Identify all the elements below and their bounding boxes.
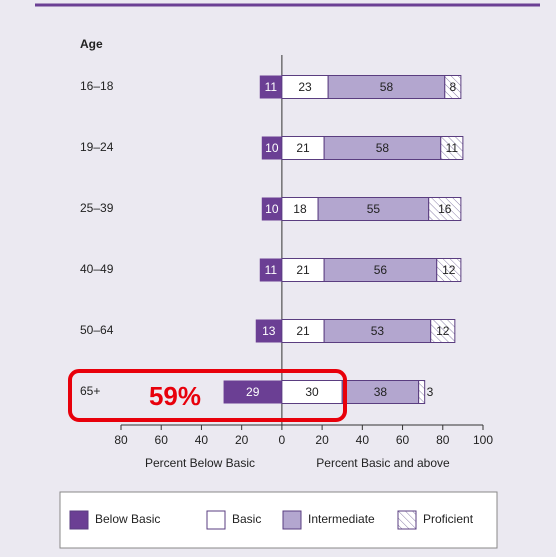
bar-segment	[255, 319, 282, 343]
legend-label: Basic	[232, 512, 261, 526]
legend-swatch	[69, 510, 89, 530]
x-tick-label: 60	[155, 433, 169, 447]
y-tick-label: 50–64	[80, 323, 114, 337]
legend-box	[59, 491, 498, 549]
x-axis-label: Percent Below Basic	[145, 456, 255, 470]
x-tick-label: 0	[279, 433, 286, 447]
x-tick-label: 80	[114, 433, 128, 447]
data-label: 13	[262, 324, 276, 338]
data-label: 3	[427, 385, 434, 399]
legend-swatch	[397, 510, 417, 530]
data-label: 10	[265, 141, 279, 155]
x-tick-label: 20	[235, 433, 249, 447]
highlight-box	[68, 369, 347, 422]
x-tick-label: 20	[315, 433, 329, 447]
data-label: 10	[265, 202, 279, 216]
bar-segment	[259, 258, 282, 282]
data-label: 12	[442, 263, 456, 277]
legend-label: Intermediate	[308, 512, 375, 526]
data-label: 21	[296, 263, 310, 277]
data-label: 58	[376, 141, 390, 155]
data-label: 21	[296, 324, 310, 338]
data-label: 21	[296, 141, 310, 155]
data-label: 56	[374, 263, 388, 277]
x-tick-label: 40	[356, 433, 370, 447]
legend-swatch	[282, 510, 302, 530]
x-tick-label: 100	[473, 433, 493, 447]
y-axis-label: Age	[80, 37, 103, 51]
x-axis-label: Percent Basic and above	[316, 456, 450, 470]
bar-segment	[259, 75, 282, 99]
data-label: 18	[293, 202, 307, 216]
bar-segment	[444, 75, 462, 99]
data-label: 29	[246, 385, 260, 399]
legend-label: Below Basic	[95, 512, 160, 526]
x-tick-label: 40	[195, 433, 209, 447]
y-tick-label: 40–49	[80, 262, 114, 276]
bar-segment	[261, 197, 282, 221]
data-label: 16	[438, 202, 452, 216]
y-tick-label: 19–24	[80, 140, 114, 154]
x-tick-label: 80	[436, 433, 450, 447]
y-tick-label: 25–39	[80, 201, 114, 215]
legend-swatch	[206, 510, 226, 530]
data-label: 11	[265, 263, 278, 277]
data-label: 53	[371, 324, 385, 338]
data-label: 58	[380, 80, 394, 94]
data-label: 11	[265, 80, 278, 94]
bar-segment	[430, 319, 456, 343]
legend-label: Proficient	[423, 512, 474, 526]
y-tick-label: 16–18	[80, 79, 114, 93]
y-tick-label: 65+	[80, 384, 100, 398]
x-tick-label: 60	[396, 433, 410, 447]
data-label: 55	[367, 202, 381, 216]
bar-segment	[440, 136, 464, 160]
annotation: 59%	[149, 381, 201, 411]
data-label: 12	[436, 324, 450, 338]
data-label: 8	[449, 80, 456, 94]
data-label: 11	[446, 141, 459, 155]
bar-segment	[436, 258, 462, 282]
bar-segment	[261, 136, 282, 160]
bar-segment	[428, 197, 462, 221]
bar-segment	[223, 380, 282, 404]
bar-segment	[418, 380, 426, 404]
data-label: 38	[374, 385, 388, 399]
data-label: 23	[298, 80, 312, 94]
data-label: 30	[305, 385, 319, 399]
